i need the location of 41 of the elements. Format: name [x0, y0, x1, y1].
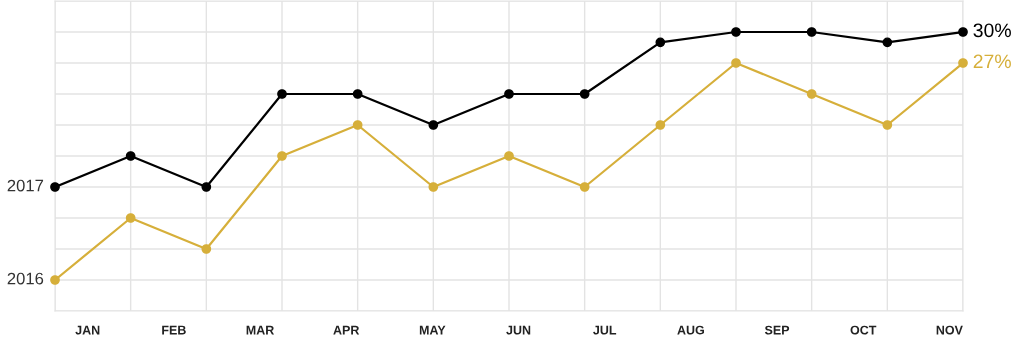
point	[428, 182, 439, 192]
point	[579, 89, 590, 99]
text: SEP	[764, 325, 790, 335]
point	[731, 27, 741, 37]
point	[806, 89, 817, 99]
point	[504, 89, 514, 99]
point	[50, 182, 60, 192]
point	[579, 182, 590, 192]
data-label: 30%	[973, 23, 1011, 38]
point	[125, 151, 136, 161]
point	[428, 120, 439, 130]
text: MAR	[246, 325, 274, 335]
text: JUL	[593, 325, 617, 335]
point	[201, 182, 212, 192]
point	[125, 213, 136, 223]
text: OCT	[850, 325, 877, 335]
point	[655, 120, 666, 130]
text: JAN	[75, 325, 100, 335]
text: JUN	[506, 325, 531, 335]
point	[958, 58, 968, 68]
text: FEB	[162, 325, 186, 335]
point	[352, 120, 363, 130]
point	[50, 275, 60, 285]
point	[201, 244, 212, 254]
point	[277, 89, 287, 99]
text: APR	[333, 325, 360, 335]
series-label: 2017	[7, 179, 44, 192]
text: NOV	[936, 325, 963, 335]
point	[352, 89, 363, 99]
text: AUG	[677, 325, 704, 335]
point	[504, 151, 514, 161]
point	[655, 37, 666, 48]
point	[277, 151, 287, 161]
point	[806, 27, 817, 37]
series-label: 2016	[7, 272, 44, 285]
point	[882, 37, 893, 48]
point	[731, 58, 741, 68]
point	[882, 120, 893, 130]
data-label: 27%	[973, 54, 1011, 69]
point	[958, 27, 968, 37]
text: MAY	[419, 325, 446, 335]
